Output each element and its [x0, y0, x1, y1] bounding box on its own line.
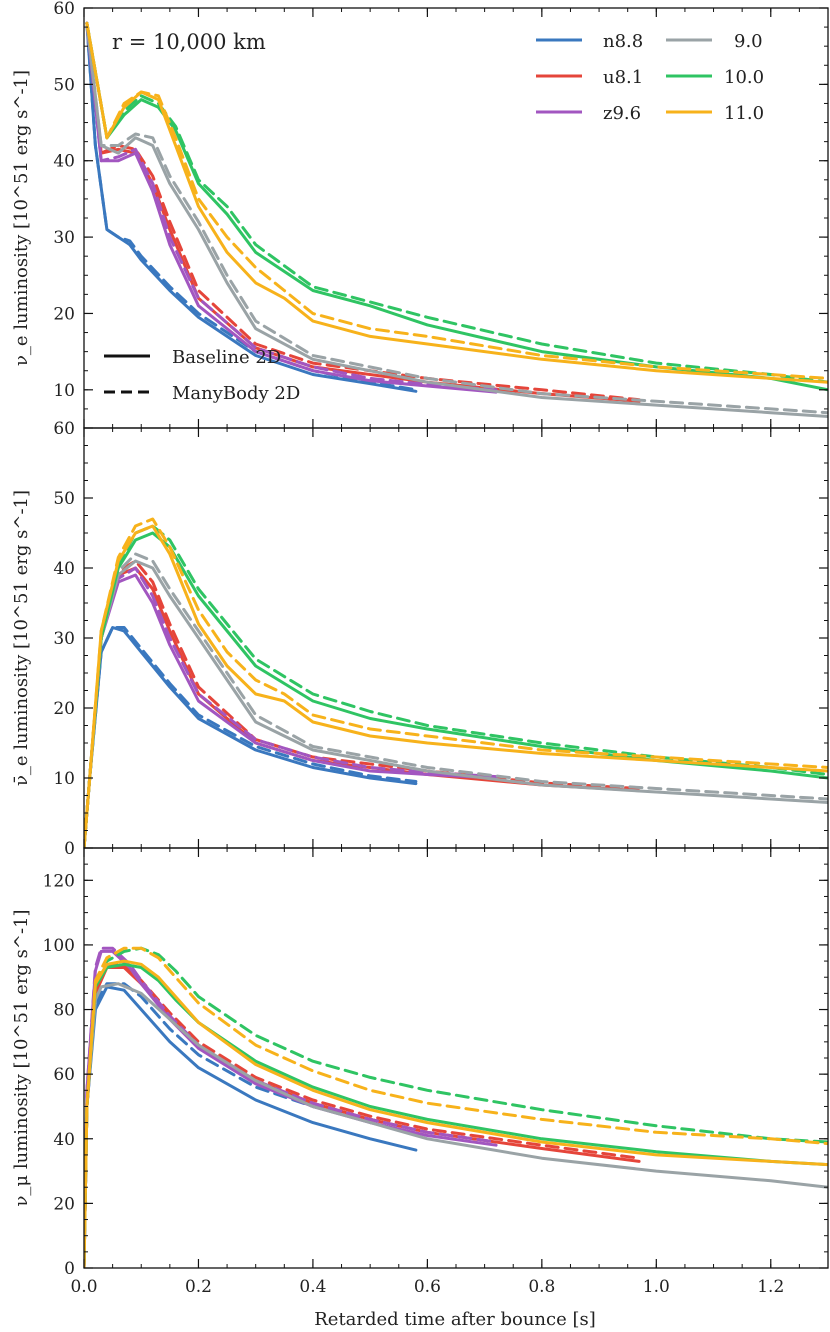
- legend-label-u8.1: u8.1: [603, 67, 643, 88]
- series-11.0-solid: [84, 959, 828, 1268]
- legend-label-baseline: Baseline 2D: [172, 347, 281, 368]
- plot-area: 10 20 30 40 50 60 ν_e luminosity [10^51 erg s^…: [11, 0, 829, 1297]
- y-tick-label: 20: [53, 304, 75, 324]
- y-tick-label: 10: [53, 381, 75, 401]
- legend: n8.8 u8.1 z9.6 9.0 10.0 11.0 Baseline 2D…: [104, 31, 764, 404]
- legend-label-9.0: 9.0: [734, 31, 763, 52]
- y-tick-label: 50: [53, 75, 75, 95]
- series-11.0-dashed: [84, 946, 828, 1268]
- y-tick-label: 120: [43, 871, 75, 891]
- series-group: [84, 946, 828, 1268]
- legend-label-z9.6: z9.6: [603, 103, 641, 124]
- y-tick-label: 80: [53, 1001, 75, 1021]
- panel-frame: [83, 847, 829, 1269]
- series-z9.6-dashed: [84, 566, 498, 848]
- y-tick-label: 60: [53, 0, 75, 19]
- x-tick-label: 0.4: [299, 1277, 326, 1297]
- x-tick-label: 1.0: [643, 1277, 670, 1297]
- y-axis-label-anti_nu_e: ν̄_e luminosity [10^51 erg s^-1]: [11, 490, 32, 786]
- legend-label-n8.8: n8.8: [603, 31, 643, 52]
- series-z9.6-dashed: [84, 946, 498, 1268]
- y-tick-label: 40: [53, 559, 75, 579]
- y-tick-label: 20: [53, 699, 75, 719]
- series-11.0-dashed: [85, 21, 828, 380]
- series-n8.8-dashed: [85, 21, 418, 392]
- series-10.0-solid: [85, 21, 828, 392]
- y-tick-label: 20: [53, 1194, 75, 1214]
- x-tick-label: 0.0: [70, 1277, 97, 1297]
- series-u8.1-dashed: [85, 21, 641, 402]
- y-axis-label-nu_e: ν_e luminosity [10^51 erg s^-1]: [11, 70, 32, 366]
- x-tick-label: 0.2: [185, 1277, 212, 1297]
- y-tick-label: 30: [53, 228, 75, 248]
- y-axis-label-nu_mu: ν_μ luminosity [10^51 erg s^-1]: [11, 909, 32, 1206]
- series-9.0-solid: [84, 982, 828, 1268]
- legend-label-11.0: 11.0: [724, 103, 764, 124]
- series-u8.1-solid: [85, 21, 641, 403]
- series-10.0-dashed: [85, 21, 828, 384]
- y-tick-label: 30: [53, 629, 75, 649]
- series-10.0-dashed: [84, 946, 828, 1268]
- series-10.0-solid: [84, 962, 828, 1268]
- radius-annotation: r = 10,000 km: [112, 30, 266, 54]
- series-u8.1-dashed: [84, 962, 641, 1268]
- y-tick-label: 60: [53, 1065, 75, 1085]
- x-axis-label: Retarded time after bounce [s]: [314, 1309, 596, 1330]
- legend-label-manybody: ManyBody 2D: [172, 383, 300, 404]
- series-11.0-dashed: [84, 517, 828, 848]
- series-9.0-dashed: [85, 21, 828, 415]
- series-z9.6-solid: [84, 573, 498, 848]
- y-tick-label: 40: [53, 1130, 75, 1150]
- x-tick-label: 0.6: [414, 1277, 441, 1297]
- series-u8.1-dashed: [84, 559, 641, 848]
- y-tick-label: 0: [64, 839, 75, 859]
- series-9.0-dashed: [84, 552, 828, 848]
- x-tick-label: 0.8: [528, 1277, 555, 1297]
- y-tick-label: 40: [53, 152, 75, 172]
- panel-anti_nu_e: 0 10 20 30 40 50 60 ν̄_e luminosity [10^51 erg …: [11, 419, 829, 859]
- y-tick-label: 60: [53, 419, 75, 439]
- series-z9.6-dashed: [85, 21, 498, 392]
- y-tick-label: 50: [53, 489, 75, 509]
- x-tick-label: 1.2: [757, 1277, 784, 1297]
- series-group: [84, 517, 828, 848]
- series-n8.8-solid: [84, 985, 418, 1268]
- series-z9.6-solid: [85, 21, 498, 394]
- legend-label-10.0: 10.0: [724, 67, 764, 88]
- panel-frame: [83, 427, 829, 849]
- series-9.0-solid: [85, 21, 828, 418]
- panel-nu_mu: 0 20 40 60 80 100 120 0.0 0.2 0.4 0.6 0.8 1.0 1.2 ν_μ …: [11, 847, 829, 1297]
- y-tick-label: 100: [43, 936, 75, 956]
- y-tick-label: 0: [64, 1259, 75, 1279]
- panel-nu_e: 10 20 30 40 50 60 ν_e luminosity [10^51 erg s^…: [11, 0, 829, 429]
- series-group: [85, 21, 828, 418]
- y-tick-label: 10: [53, 769, 75, 789]
- series-10.0-dashed: [84, 524, 828, 848]
- series-11.0-solid: [85, 21, 828, 384]
